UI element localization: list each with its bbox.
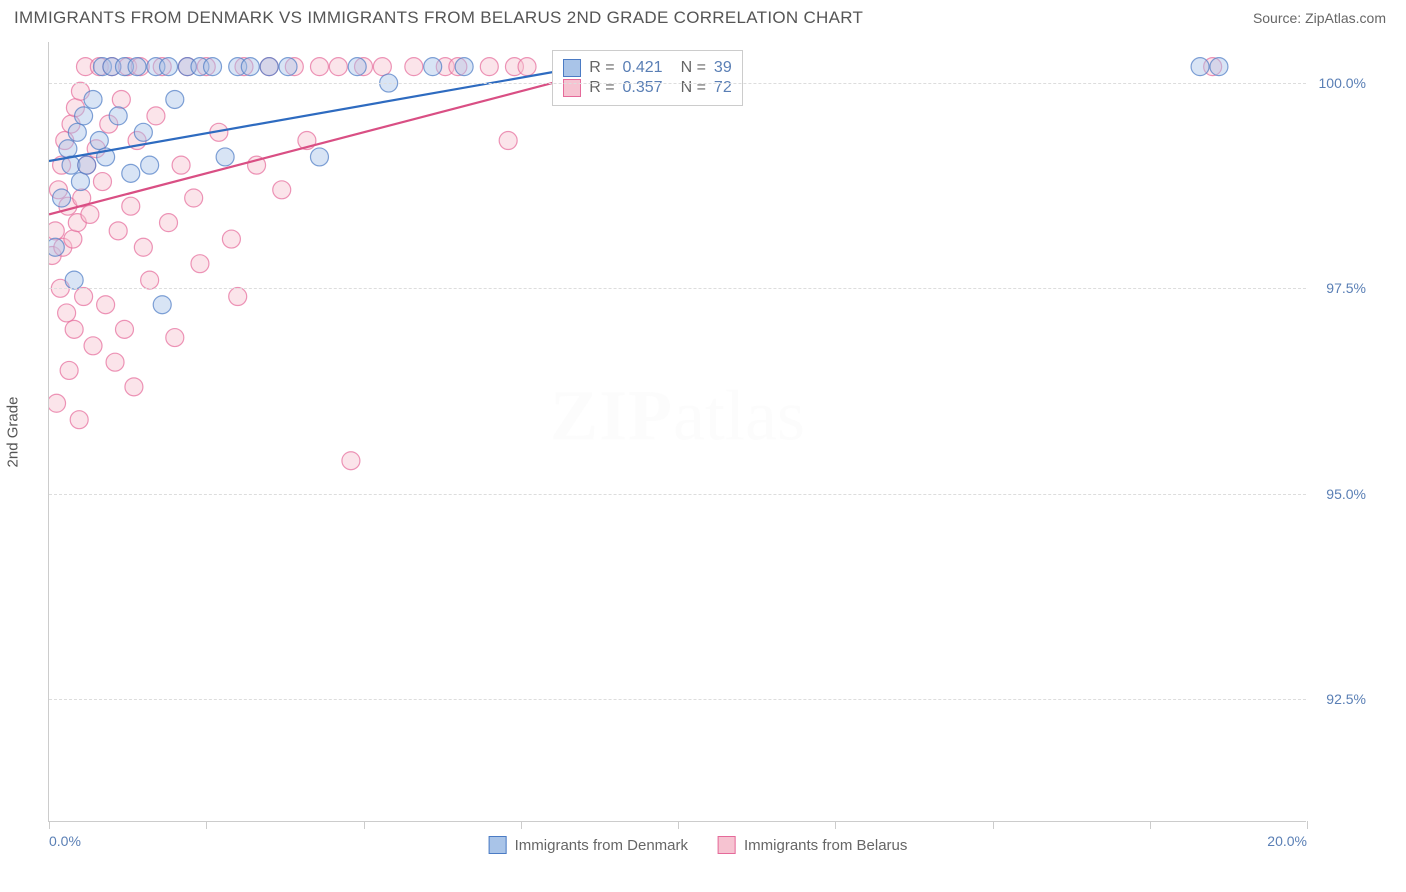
legend-swatch-belarus xyxy=(718,836,736,854)
stats-r-label: R = xyxy=(589,79,614,97)
scatter-plot-svg xyxy=(49,42,1307,822)
legend-label-denmark: Immigrants from Denmark xyxy=(515,837,688,854)
swatch-denmark xyxy=(563,59,581,77)
stats-row-denmark: R = 0.421 N = 39 xyxy=(563,59,732,77)
legend-label-belarus: Immigrants from Belarus xyxy=(744,837,907,854)
stats-n-denmark: 39 xyxy=(714,59,732,77)
legend-item-belarus: Immigrants from Belarus xyxy=(718,836,907,854)
legend-item-denmark: Immigrants from Denmark xyxy=(489,836,688,854)
y-tick-label: 100.0% xyxy=(1319,75,1366,91)
x-tick-label: 20.0% xyxy=(1267,833,1307,849)
swatch-belarus xyxy=(563,79,581,97)
stats-n-label: N = xyxy=(681,79,706,97)
stats-r-denmark: 0.421 xyxy=(623,59,663,77)
chart-title: IMMIGRANTS FROM DENMARK VS IMMIGRANTS FR… xyxy=(14,8,863,28)
y-tick-label: 97.5% xyxy=(1326,280,1366,296)
chart-source: Source: ZipAtlas.com xyxy=(1253,10,1386,26)
y-tick-label: 95.0% xyxy=(1326,486,1366,502)
chart-container: 2nd Grade ZIPatlas R = 0.421 N = 39 R = … xyxy=(48,42,1348,822)
legend-swatch-denmark xyxy=(489,836,507,854)
stats-row-belarus: R = 0.357 N = 72 xyxy=(563,79,732,97)
y-tick-label: 92.5% xyxy=(1326,691,1366,707)
x-tick-label: 0.0% xyxy=(49,833,81,849)
stats-n-belarus: 72 xyxy=(714,79,732,97)
y-axis-label: 2nd Grade xyxy=(5,396,22,467)
chart-header: IMMIGRANTS FROM DENMARK VS IMMIGRANTS FR… xyxy=(0,0,1406,32)
bottom-legend: Immigrants from Denmark Immigrants from … xyxy=(489,836,908,854)
stats-n-label: N = xyxy=(681,59,706,77)
plot-area: 2nd Grade ZIPatlas R = 0.421 N = 39 R = … xyxy=(48,42,1306,822)
stats-r-label: R = xyxy=(589,59,614,77)
stats-r-belarus: 0.357 xyxy=(623,79,663,97)
stats-box: R = 0.421 N = 39 R = 0.357 N = 72 xyxy=(552,50,743,106)
